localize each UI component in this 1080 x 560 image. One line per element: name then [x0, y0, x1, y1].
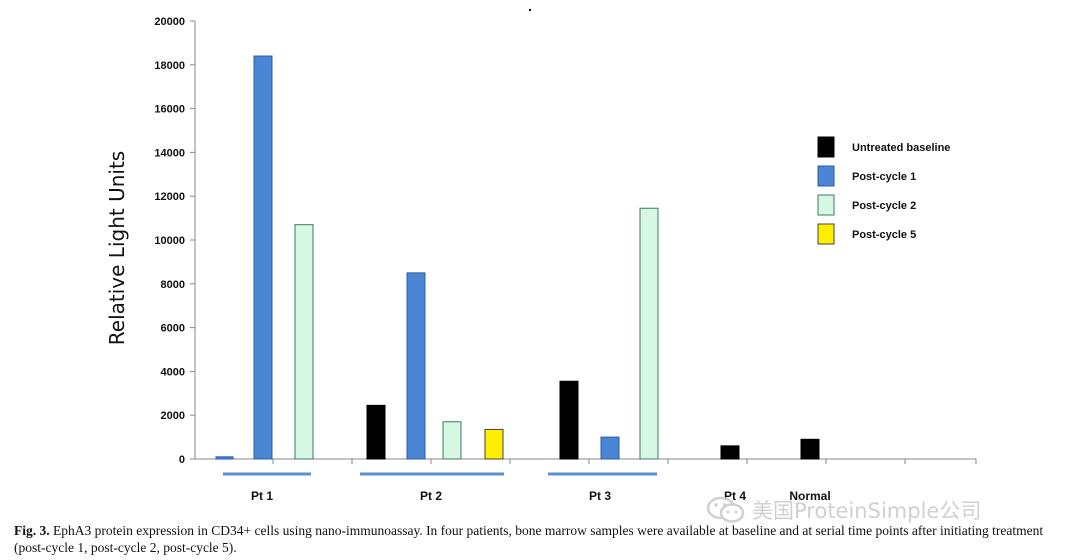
bars — [215, 8, 820, 460]
y-tick-label: 6000 — [161, 323, 185, 335]
figure-label: Fig. 3. — [14, 523, 50, 538]
legend: Untreated baseline Post-cycle 1 Post-cycle… — [817, 136, 950, 245]
legend-label: Post-cycle 5 — [852, 229, 916, 241]
legend-label: Post-cycle 2 — [852, 200, 916, 212]
x-group-label: Pt 1 — [251, 489, 273, 503]
group-underlines: Pt 1 Pt 2 Pt 3 Pt 4 Normal — [223, 472, 831, 503]
bar-normal-untreated-baseline — [800, 438, 820, 460]
bar-pt-3-post-cycle-1 — [600, 436, 620, 460]
legend-label: Untreated baseline — [852, 142, 950, 154]
watermark: 美国ProteinSimple公司 — [706, 494, 981, 526]
bar-pt-1-post-cycle-2 — [294, 224, 314, 460]
legend-swatch — [817, 194, 835, 216]
bar-pt-3-untreated-baseline — [559, 380, 579, 460]
y-tick-label: 12000 — [154, 191, 185, 203]
y-tick-label: 10000 — [154, 235, 185, 247]
y-tick-label: 2000 — [161, 410, 185, 422]
watermark-text: 美国ProteinSimple公司 — [752, 499, 982, 523]
y-axis-label: Relative Light Units — [105, 151, 129, 345]
bar-pt-2-untreated-baseline — [366, 404, 386, 460]
y-tick-label: 20000 — [154, 16, 185, 28]
bar-pt-2-post-cycle-1 — [406, 272, 426, 460]
legend-label: Post-cycle 1 — [852, 171, 916, 183]
legend-swatch — [817, 223, 835, 245]
x-group-label: Normal — [789, 489, 830, 503]
legend-swatch — [817, 165, 835, 187]
legend-swatch — [817, 136, 835, 158]
y-tick-label: 8000 — [161, 279, 185, 291]
bar-chart: 0 2000 4000 6000 8000 10000 12000 14000 16000 180… — [105, 8, 977, 503]
y-tick-label: 14000 — [154, 147, 185, 159]
top-dot — [528, 8, 532, 12]
bar-pt-2-post-cycle-2 — [442, 421, 462, 460]
y-tick-label: 0 — [179, 454, 185, 466]
figure-caption: Fig. 3. EphA3 protein expression in CD34… — [14, 522, 1074, 556]
bar-pt-2-post-cycle-5 — [484, 428, 504, 460]
y-tick-label: 18000 — [154, 60, 185, 72]
y-axis-ticks: 0 2000 4000 6000 8000 10000 12000 14000 16000 180… — [154, 16, 195, 466]
caption-text: EphA3 protein expression in CD34+ cells … — [14, 523, 1044, 555]
y-tick-label: 4000 — [161, 366, 185, 378]
bar-pt-4-untreated-baseline — [720, 445, 740, 460]
x-group-label: Pt 2 — [420, 489, 442, 503]
bar-pt-1-post-cycle-1 — [253, 55, 273, 460]
wechat-icon — [706, 496, 745, 523]
y-tick-label: 16000 — [154, 104, 185, 116]
bar-pt-1-baseline-marker — [215, 456, 234, 460]
x-group-label: Pt 3 — [589, 489, 611, 503]
bar-pt-3-post-cycle-2 — [639, 207, 659, 460]
